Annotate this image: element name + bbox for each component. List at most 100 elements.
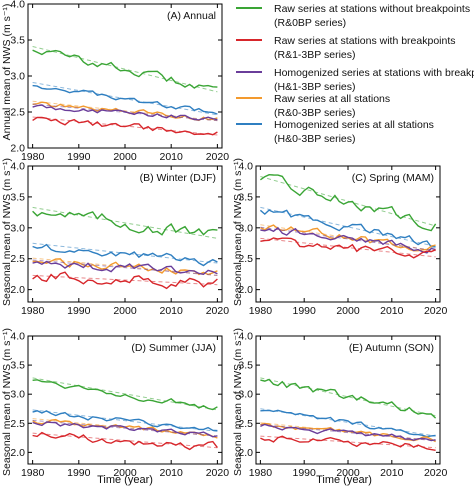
series-line xyxy=(260,226,436,254)
x-axis-label-right: Time (year) xyxy=(316,474,372,486)
x-tick-label: 1990 xyxy=(67,151,91,163)
x-tick-label: 2010 xyxy=(380,467,404,479)
series-line xyxy=(32,379,218,411)
legend-label: Raw series at stations without breakpoin… xyxy=(274,3,470,15)
x-tick-label: 1990 xyxy=(293,467,317,479)
trend-line xyxy=(32,259,218,276)
y-tick-label: 2.0 xyxy=(10,284,25,296)
series-line xyxy=(32,418,218,439)
plot-frame xyxy=(255,335,441,465)
legend: Raw series at stations without breakpoin… xyxy=(236,3,474,145)
x-tick-label: 1990 xyxy=(293,305,317,317)
y-tick-label: 2.5 xyxy=(238,418,253,430)
series-line xyxy=(260,237,436,259)
y-tick-label: 2.0 xyxy=(238,284,253,296)
x-tick-label: 1980 xyxy=(21,305,45,317)
x-tick-label: 1980 xyxy=(249,467,273,479)
chart-panel: 1980 1990 2000 2010 2020 2.0 2.5 3.0 3.5 4.0 (D) S… xyxy=(10,331,229,480)
left-ylabel-bot: Seasonal mean of NWS (m s⁻¹) xyxy=(1,328,13,476)
x-tick-label: 1980 xyxy=(21,467,45,479)
x-tick-label: 1980 xyxy=(249,305,273,317)
trend-line xyxy=(260,422,436,442)
y-tick-label: 2.5 xyxy=(238,253,253,265)
right-ylabel-mid: Seasonal mean of NWS (m s⁻¹) xyxy=(232,158,244,306)
y-tick-label: 2.0 xyxy=(238,447,253,459)
y-tick-label: 4.0 xyxy=(238,161,253,173)
series-line xyxy=(32,104,218,121)
y-tick-label: 3.0 xyxy=(10,71,25,83)
y-tick-label: 4.0 xyxy=(10,0,25,11)
y-tick-label: 3.0 xyxy=(10,389,25,401)
legend-label: Homogenized series at stations with brea… xyxy=(274,67,474,79)
x-tick-label: 2020 xyxy=(424,467,448,479)
x-tick-label: 2010 xyxy=(160,467,184,479)
x-tick-label: 2010 xyxy=(380,305,404,317)
x-tick-label: 2020 xyxy=(424,305,448,317)
panel-label: (A) Annual xyxy=(167,10,216,22)
x-tick-label: 2000 xyxy=(113,467,137,479)
legend-entry: Homogenized series at all stations (H&0-… xyxy=(236,119,434,145)
legend-label-sub: (R&0-3BP series) xyxy=(274,107,356,119)
panel-label: (D) Summer (JJA) xyxy=(131,342,216,354)
x-tick-label: 2000 xyxy=(113,305,137,317)
panel-label: (E) Autumn (SON) xyxy=(349,342,434,354)
x-tick-label: 2000 xyxy=(336,467,360,479)
series-line xyxy=(32,271,218,290)
panel-label: (C) Spring (MAM) xyxy=(352,172,434,184)
series-line xyxy=(32,243,218,267)
legend-label: Raw series at stations with breakpoints xyxy=(274,35,456,47)
y-tick-label: 4.0 xyxy=(238,331,253,343)
y-tick-label: 3.5 xyxy=(238,191,253,203)
legend-label-sub: (R&1-3BP series) xyxy=(274,49,356,61)
series-line xyxy=(260,435,436,451)
legend-label-sub: (H&1-3BP series) xyxy=(274,81,356,93)
chart-panel: 1980 1990 2000 2010 2020 2.0 2.5 3.0 3.5 4.0 (A) A… xyxy=(10,0,229,163)
chart-panel: 1980 1990 2000 2010 2020 2.0 2.5 3.0 3.5 4.0 (C) S… xyxy=(238,161,447,318)
y-tick-label: 3.5 xyxy=(10,360,25,372)
legend-label-sub: (H&0-3BP series) xyxy=(274,133,356,145)
right-ylabel-bot: Seasonal mean of NWS (m s⁻¹) xyxy=(232,328,244,476)
legend-label: Raw series at all stations xyxy=(274,93,390,105)
y-tick-label: 2.5 xyxy=(10,107,25,119)
x-tick-label: 2010 xyxy=(160,151,184,163)
y-tick-label: 3.5 xyxy=(10,35,25,47)
series-line xyxy=(32,421,218,438)
y-tick-label: 3.5 xyxy=(238,360,253,372)
y-tick-label: 2.0 xyxy=(10,447,25,459)
legend-entry: Homogenized series at stations with brea… xyxy=(236,67,474,93)
trend-line xyxy=(32,206,218,239)
y-tick-label: 2.5 xyxy=(10,253,25,265)
panel-label: (B) Winter (DJF) xyxy=(140,172,216,184)
series-line xyxy=(32,210,218,236)
series-line xyxy=(32,116,218,136)
x-tick-label: 2000 xyxy=(113,151,137,163)
series-line xyxy=(32,431,218,451)
legend-entry: Raw series at all stations (R&0-3BP seri… xyxy=(236,93,390,119)
x-tick-label: 2010 xyxy=(160,305,184,317)
series-line xyxy=(32,84,218,115)
legend-entry: Raw series at stations with breakpoints … xyxy=(236,35,456,61)
x-tick-label: 1990 xyxy=(67,467,91,479)
chart-panel: 1980 1990 2000 2010 2020 2.0 2.5 3.0 3.5 4.0 (E) A… xyxy=(238,331,447,480)
panels: 1980 1990 2000 2010 2020 2.0 2.5 3.0 3.5 4.0 (A) A… xyxy=(10,0,447,479)
x-tick-label: 1990 xyxy=(67,305,91,317)
y-tick-label: 2.0 xyxy=(10,143,25,155)
series-line xyxy=(32,260,218,276)
y-tick-label: 3.0 xyxy=(238,222,253,234)
x-tick-label: 1980 xyxy=(21,151,45,163)
y-tick-label: 3.0 xyxy=(10,222,25,234)
series-line xyxy=(260,378,437,419)
series-line xyxy=(260,409,436,438)
legend-label: Homogenized series at all stations xyxy=(274,119,434,131)
legend-entry: Raw series at stations without breakpoin… xyxy=(236,3,470,29)
series-line xyxy=(32,410,218,432)
y-tick-label: 2.5 xyxy=(10,418,25,430)
trend-line xyxy=(260,237,436,258)
series-line xyxy=(259,173,437,232)
series-line xyxy=(260,423,436,442)
chart-panel: 1980 1990 2000 2010 2020 2.0 2.5 3.0 3.5 4.0 (B) W… xyxy=(10,161,229,318)
trend-line xyxy=(260,176,436,227)
x-tick-label: 2020 xyxy=(206,467,230,479)
left-ylabel-top: Annual mean of NWS (m s⁻¹) xyxy=(1,4,13,141)
